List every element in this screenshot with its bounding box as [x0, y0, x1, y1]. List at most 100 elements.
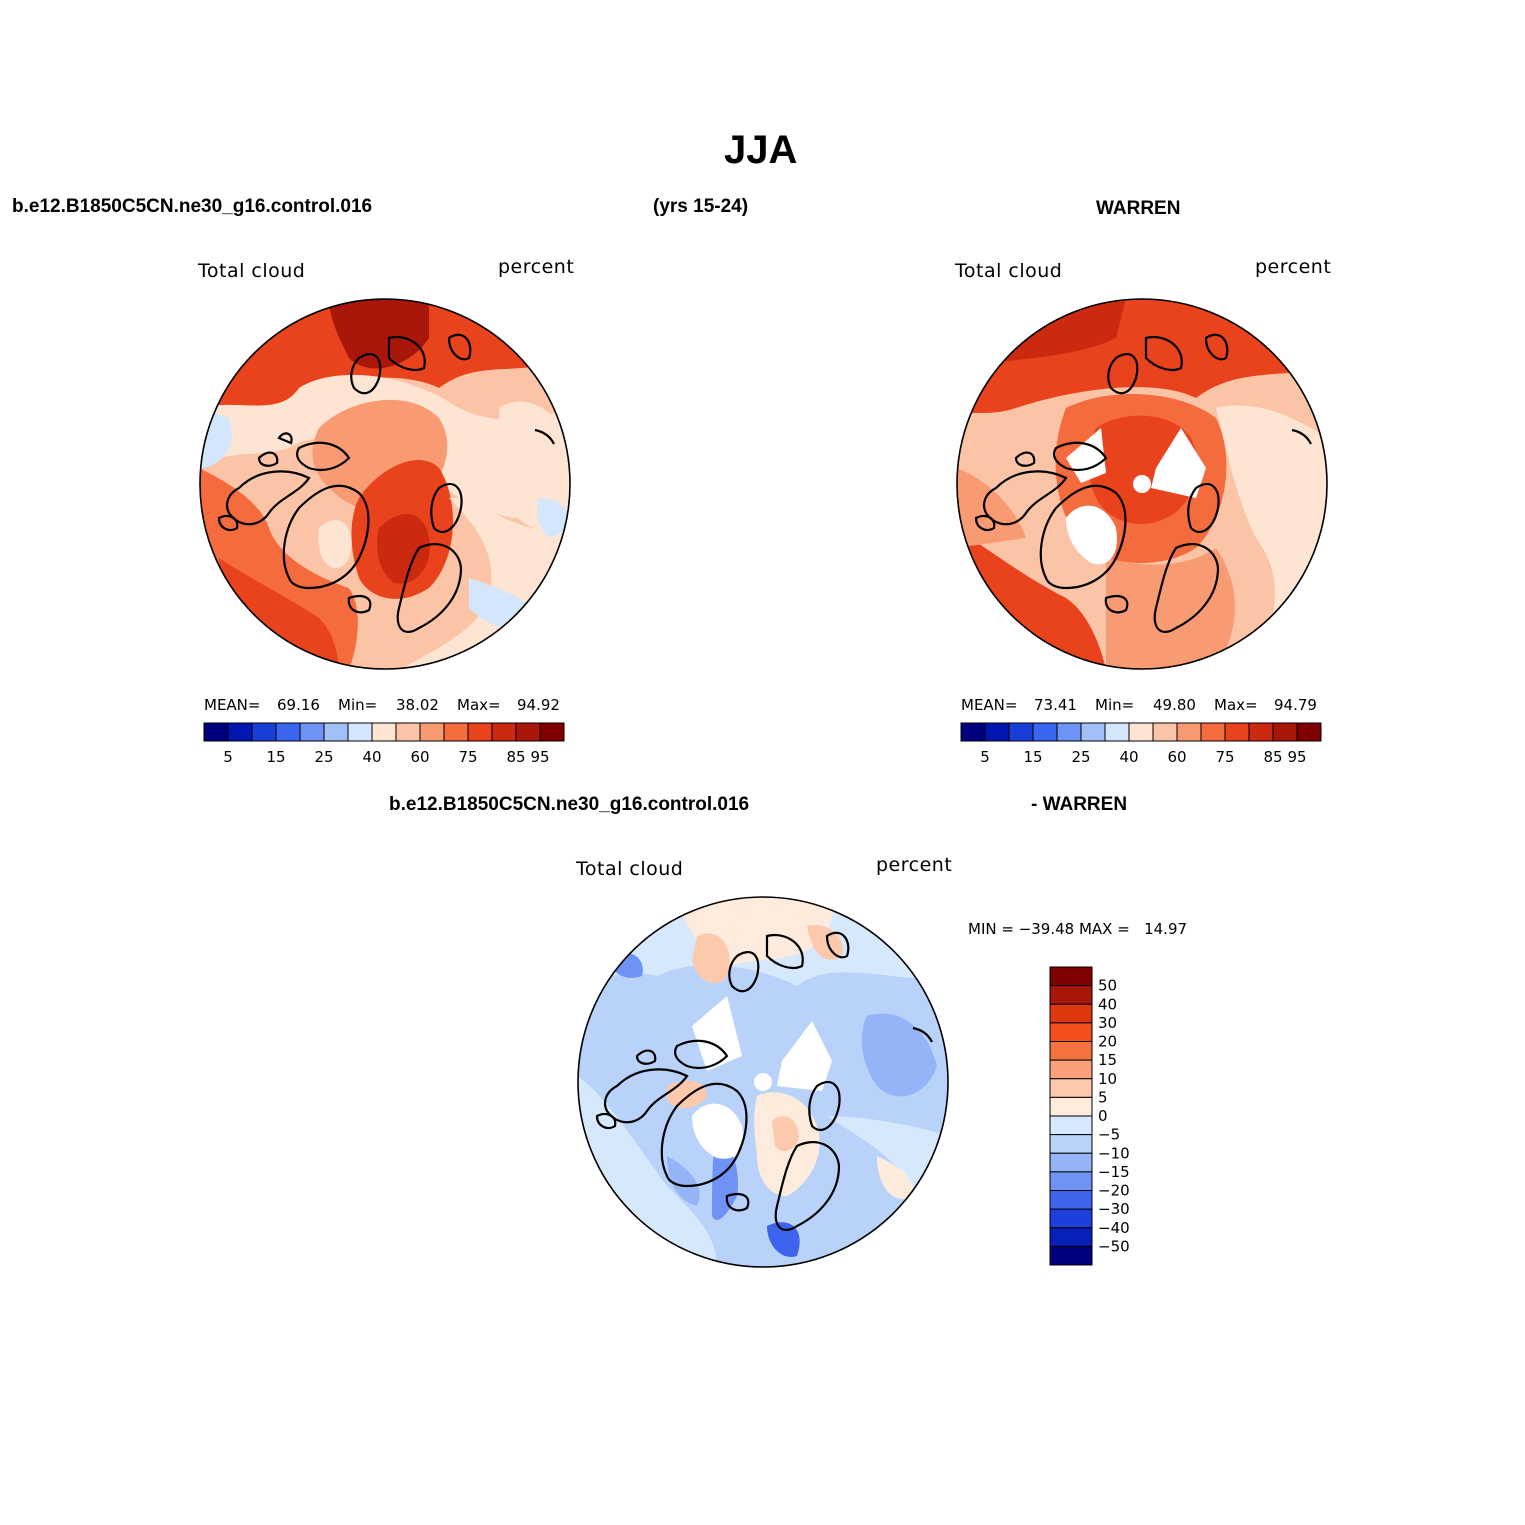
- model-colorbar-swatch: [203, 722, 229, 742]
- model-colorbar-tick-label: 95: [530, 748, 549, 766]
- model-colorbar-tick-label: 5: [223, 748, 233, 766]
- diff-colorbar-swatch: [1049, 1041, 1093, 1061]
- model-colorbar-swatch: [395, 722, 421, 742]
- obs-colorbar-swatch: [960, 722, 986, 742]
- model-mean-value: 69.16: [277, 696, 320, 714]
- model-min-label: Min=: [338, 696, 378, 714]
- model-colorbar-swatch: [251, 722, 277, 742]
- model-colorbar-tick-label: 60: [410, 748, 429, 766]
- diff-colorbar-swatch: [1049, 1227, 1093, 1247]
- obs-colorbar-swatch: [1008, 722, 1034, 742]
- model-min-value: 38.02: [396, 696, 439, 714]
- diff-colorbar-swatch: [1049, 1171, 1093, 1191]
- diff-colorbar-swatch: [1049, 1134, 1093, 1154]
- diff-colorbar-tick-label: 50: [1098, 977, 1117, 995]
- diff-colorbar-tick-label: −20: [1098, 1182, 1130, 1200]
- model-colorbar-tick-label: 40: [362, 748, 381, 766]
- obs-colorbar-swatch: [1056, 722, 1082, 742]
- model-colorbar-tick-label: 75: [458, 748, 477, 766]
- diff-colorbar-swatch: [1049, 1059, 1093, 1080]
- obs-colorbar-tick-label: 75: [1215, 748, 1234, 766]
- model-colorbar-swatch: [227, 722, 253, 742]
- diff-colorbar-tick-label: −5: [1098, 1126, 1120, 1144]
- obs-colorbar-swatch: [1152, 722, 1178, 742]
- diff-units-label: percent: [876, 854, 953, 876]
- diff-colorbar-swatch: [1049, 1003, 1093, 1024]
- diff-colorbar-swatch: [1049, 1096, 1093, 1117]
- model-colorbar-swatch: [467, 722, 493, 742]
- diff-colorbar-swatch: [1049, 985, 1093, 1005]
- obs-colorbar-swatch: [1128, 722, 1154, 742]
- obs-colorbar-tick-label: 95: [1287, 748, 1306, 766]
- model-colorbar-tick-label: 85: [506, 748, 525, 766]
- diff-colorbar-tick-label: 5: [1098, 1088, 1108, 1106]
- diff-case-name: b.e12.B1850C5CN.ne30_g16.control.016: [389, 794, 750, 815]
- obs-colorbar-swatch: [1296, 722, 1322, 742]
- diff-colorbar-swatch: [1049, 1208, 1093, 1229]
- model-colorbar-swatch: [299, 722, 325, 742]
- model-max-label: Max=: [457, 696, 501, 714]
- model-colorbar-swatch: [347, 722, 373, 742]
- diff-colorbar-swatch: [1049, 966, 1093, 987]
- model-variable-label: Total cloud: [198, 260, 306, 282]
- diff-colorbar-swatch: [1049, 1078, 1093, 1098]
- obs-colorbar-swatch: [1224, 722, 1250, 742]
- obs-colorbar-tick-label: 5: [980, 748, 990, 766]
- obs-colorbar-swatch: [1104, 722, 1130, 742]
- model-colorbar-swatch: [515, 722, 541, 742]
- obs-colorbar: 5 15 25 40 60 75 85 95: [960, 722, 1322, 766]
- obs-max-label: Max=: [1214, 696, 1258, 714]
- model-colorbar-swatch: [443, 722, 469, 742]
- obs-colorbar-tick-label: 15: [1023, 748, 1042, 766]
- model-colorbar-tick-label: 15: [266, 748, 285, 766]
- obs-colorbar-swatch: [1248, 722, 1274, 742]
- model-colorbar: 5 15 25 40 60 75 85 95: [203, 722, 565, 766]
- obs-min-value: 49.80: [1153, 696, 1196, 714]
- obs-colorbar-swatch: [1032, 722, 1058, 742]
- obs-polar-map: [956, 298, 1328, 670]
- obs-units-label: percent: [1255, 256, 1332, 278]
- model-colorbar-swatch: [491, 722, 517, 742]
- model-polar-map: [199, 298, 571, 670]
- model-units-label: percent: [498, 256, 575, 278]
- years-label: (yrs 15-24): [653, 196, 749, 217]
- model-colorbar-swatch: [539, 722, 565, 742]
- diff-colorbar-tick-label: −30: [1098, 1200, 1130, 1218]
- obs-colorbar-swatch: [984, 722, 1010, 742]
- obs-min-label: Min=: [1095, 696, 1135, 714]
- diff-colorbar-tick-label: −15: [1098, 1163, 1130, 1181]
- model-mean-label: MEAN=: [204, 696, 261, 714]
- diff-minmax-text: MIN = −39.48 MAX = 14.97: [968, 920, 1188, 938]
- obs-colorbar-tick-label: 85: [1263, 748, 1282, 766]
- obs-colorbar-swatch: [1200, 722, 1226, 742]
- case-name: b.e12.B1850C5CN.ne30_g16.control.016: [12, 196, 373, 217]
- diff-obs-name: - WARREN: [1031, 794, 1128, 815]
- obs-colorbar-swatch: [1080, 722, 1106, 742]
- model-colorbar-swatch: [323, 722, 349, 742]
- model-colorbar-swatch: [419, 722, 445, 742]
- model-max-value: 94.92: [517, 696, 560, 714]
- obs-colorbar-tick-label: 25: [1071, 748, 1090, 766]
- obs-mean-value: 73.41: [1034, 696, 1077, 714]
- diff-colorbar-swatch: [1049, 1115, 1093, 1136]
- diff-colorbar-tick-label: −40: [1098, 1219, 1130, 1237]
- diff-colorbar-swatch: [1049, 1152, 1093, 1173]
- diff-colorbar-tick-label: 15: [1098, 1051, 1117, 1069]
- obs-colorbar-swatch: [1272, 722, 1298, 742]
- diff-colorbar-tick-label: 20: [1098, 1033, 1117, 1051]
- obs-mean-label: MEAN=: [961, 696, 1018, 714]
- obs-colorbar-swatch: [1176, 722, 1202, 742]
- diff-colorbar-tick-label: 10: [1098, 1070, 1117, 1088]
- obs-max-value: 94.79: [1274, 696, 1317, 714]
- diff-colorbar-tick-label: 0: [1098, 1107, 1108, 1125]
- diff-colorbar-swatch: [1049, 1022, 1093, 1042]
- model-colorbar-tick-label: 25: [314, 748, 333, 766]
- diff-colorbar-tick-label: −50: [1098, 1237, 1130, 1255]
- diff-colorbar-swatch: [1049, 1190, 1093, 1210]
- diff-colorbar-tick-label: −10: [1098, 1144, 1130, 1162]
- model-colorbar-swatch: [371, 722, 397, 742]
- diff-variable-label: Total cloud: [576, 858, 684, 880]
- model-colorbar-swatch: [275, 722, 301, 742]
- diff-polar-map: [577, 896, 949, 1268]
